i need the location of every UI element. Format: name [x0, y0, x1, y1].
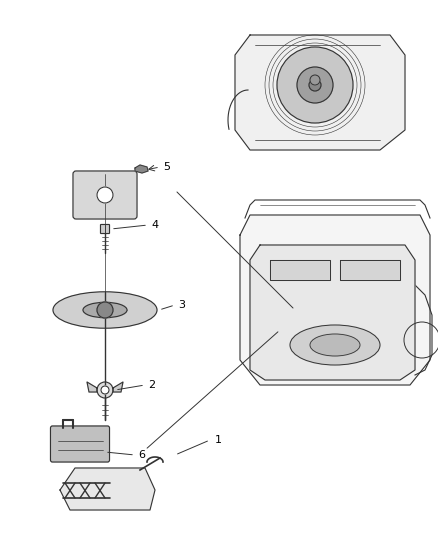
Text: 3: 3 — [178, 300, 185, 310]
FancyBboxPatch shape — [73, 171, 137, 219]
Polygon shape — [135, 165, 148, 173]
Polygon shape — [235, 35, 405, 150]
Polygon shape — [60, 468, 155, 510]
Circle shape — [97, 302, 113, 318]
Polygon shape — [340, 260, 400, 280]
Ellipse shape — [53, 292, 157, 328]
Text: 5: 5 — [163, 162, 170, 172]
Circle shape — [97, 187, 113, 203]
Ellipse shape — [290, 325, 380, 365]
Polygon shape — [87, 382, 97, 392]
Polygon shape — [250, 245, 415, 380]
Circle shape — [101, 386, 109, 394]
Circle shape — [309, 79, 321, 91]
Circle shape — [277, 47, 353, 123]
FancyBboxPatch shape — [50, 426, 110, 462]
FancyBboxPatch shape — [100, 224, 110, 233]
Polygon shape — [240, 215, 430, 385]
Text: 1: 1 — [215, 435, 222, 445]
Text: 2: 2 — [148, 380, 155, 390]
Ellipse shape — [310, 334, 360, 356]
Circle shape — [297, 67, 333, 103]
Ellipse shape — [83, 302, 127, 318]
Text: 6: 6 — [138, 450, 145, 460]
Circle shape — [310, 75, 320, 85]
Text: 4: 4 — [151, 220, 158, 230]
Circle shape — [97, 382, 113, 398]
Polygon shape — [270, 260, 330, 280]
Polygon shape — [113, 382, 123, 392]
